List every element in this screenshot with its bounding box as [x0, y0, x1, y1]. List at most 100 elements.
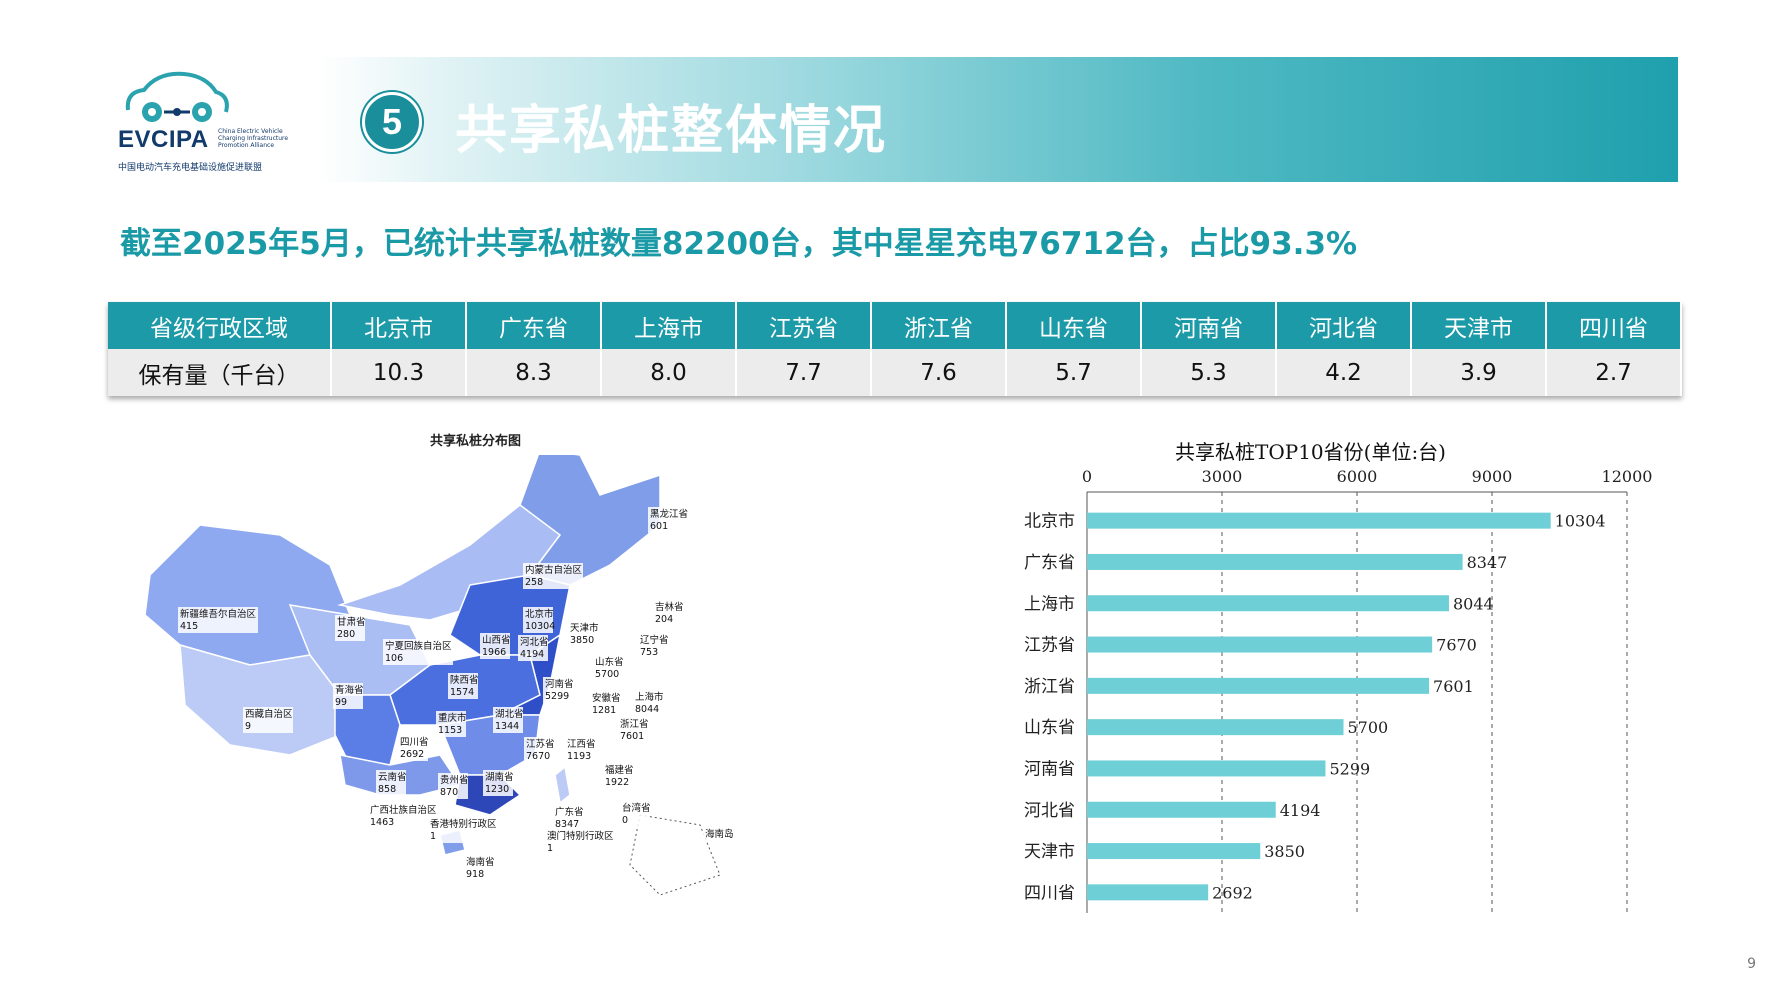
table-header-cell: 上海市 [601, 302, 737, 349]
map-label-value: 10304 [525, 621, 555, 632]
bar-value-label: 5700 [1348, 718, 1389, 737]
map-label-value: 1193 [567, 751, 591, 762]
bar [1087, 843, 1261, 860]
table-header-cell: 浙江省 [871, 302, 1007, 349]
map-label-value: 918 [466, 869, 484, 880]
evcipa-logo: EVCIPA China Electric Vehicle Charging I… [118, 70, 293, 180]
map-label-name: 广西壮族自治区 [370, 804, 437, 816]
map-label-name: 湖南省 [485, 771, 514, 783]
map-label-value: 4194 [520, 649, 544, 660]
page-title: 共享私桩整体情况 [455, 101, 888, 161]
map-title: 共享私桩分布图 [430, 434, 522, 449]
bar [1087, 760, 1326, 777]
map-label-name: 河北省 [520, 636, 549, 648]
map-label-value: 1463 [370, 817, 394, 828]
map-label-box [524, 737, 554, 763]
x-tick-label: 12000 [1602, 467, 1653, 486]
table-cell: 3.9 [1411, 349, 1547, 396]
map-label-value: 1230 [485, 784, 509, 795]
map-label-name: 西藏自治区 [245, 708, 293, 720]
map-label-box [648, 507, 688, 533]
map-label-box [518, 635, 548, 661]
map-label-box [483, 770, 513, 796]
map-label-box [493, 707, 523, 733]
map-label-value: 1153 [438, 725, 462, 736]
map-label-value: 601 [650, 521, 668, 532]
map-label-value: 415 [180, 621, 198, 632]
map-label-name: 吉林省 [655, 601, 684, 613]
y-category-label: 上海市 [1024, 594, 1075, 614]
table-cell: 5.7 [1006, 349, 1142, 396]
map-label-box [618, 717, 648, 743]
map-label-box [438, 773, 468, 799]
table-cell: 7.6 [871, 349, 1007, 396]
map-label-name: 台湾省 [622, 802, 651, 814]
map-label-name: 湖北省 [495, 708, 524, 720]
y-category-label: 江苏省 [1024, 636, 1075, 656]
map-label-name: 陕西省 [450, 674, 479, 686]
table-row-label: 保有量（千台） [108, 349, 332, 396]
bar-value-label: 10304 [1555, 512, 1606, 531]
bar-value-label: 8044 [1453, 594, 1494, 613]
x-tick-label: 9000 [1472, 467, 1513, 486]
map-label-value: 870 [440, 787, 458, 798]
table-header-cell: 北京市 [331, 302, 467, 349]
y-category-label: 天津市 [1024, 842, 1075, 862]
logo-chinese-name: 中国电动汽车充电基础设施促进联盟 [118, 163, 263, 173]
section-number-badge: 5 [362, 92, 422, 152]
table-header-cell: 河南省 [1141, 302, 1277, 349]
map-label-name: 山西省 [482, 634, 511, 646]
map-label-box [633, 690, 663, 716]
bar-value-label: 5299 [1329, 759, 1370, 778]
map-label-value: 8347 [555, 819, 579, 830]
bar [1087, 719, 1344, 736]
map-label-box [243, 707, 293, 733]
map-label-name: 安徽省 [592, 692, 621, 704]
table-cell: 7.7 [736, 349, 872, 396]
map-label-name: 江苏省 [526, 738, 555, 750]
table-cell: 2.7 [1546, 349, 1682, 396]
map-label-box [368, 803, 438, 829]
bar [1087, 677, 1430, 694]
y-category-label: 广东省 [1024, 553, 1075, 573]
table-header-cell: 四川省 [1546, 302, 1682, 349]
map-label-box [376, 770, 406, 796]
map-label-name: 云南省 [378, 771, 407, 783]
map-label-value: 9 [245, 721, 251, 732]
bar-value-label: 3850 [1264, 842, 1305, 861]
map-label-name: 甘肃省 [337, 616, 366, 628]
map-label-name: 重庆市 [438, 712, 467, 724]
map-label-box [448, 673, 478, 699]
map-label-box [464, 855, 494, 881]
map-label-name: 新疆维吾尔自治区 [180, 608, 257, 620]
top10-bar-chart: 0 3000 6000 9000 12000 北京市 10304 广东省 8347 上海市 8044… [1024, 467, 1653, 913]
map-label-value: 1281 [592, 705, 616, 716]
map-label-name: 北京市 [525, 608, 554, 620]
title-banner [318, 57, 1678, 182]
map-label-box [653, 600, 683, 626]
map-label-box [523, 607, 553, 633]
map-label-box [480, 633, 510, 659]
map-label-name: 上海市 [635, 691, 664, 703]
map-label-value: 99 [335, 697, 347, 708]
y-category-label: 北京市 [1024, 512, 1075, 532]
map-label-box [590, 691, 620, 717]
map-region-taiwan [554, 765, 571, 805]
map-label-box [568, 621, 598, 647]
map-label-box [523, 563, 583, 589]
table-header-cell: 天津市 [1411, 302, 1547, 349]
